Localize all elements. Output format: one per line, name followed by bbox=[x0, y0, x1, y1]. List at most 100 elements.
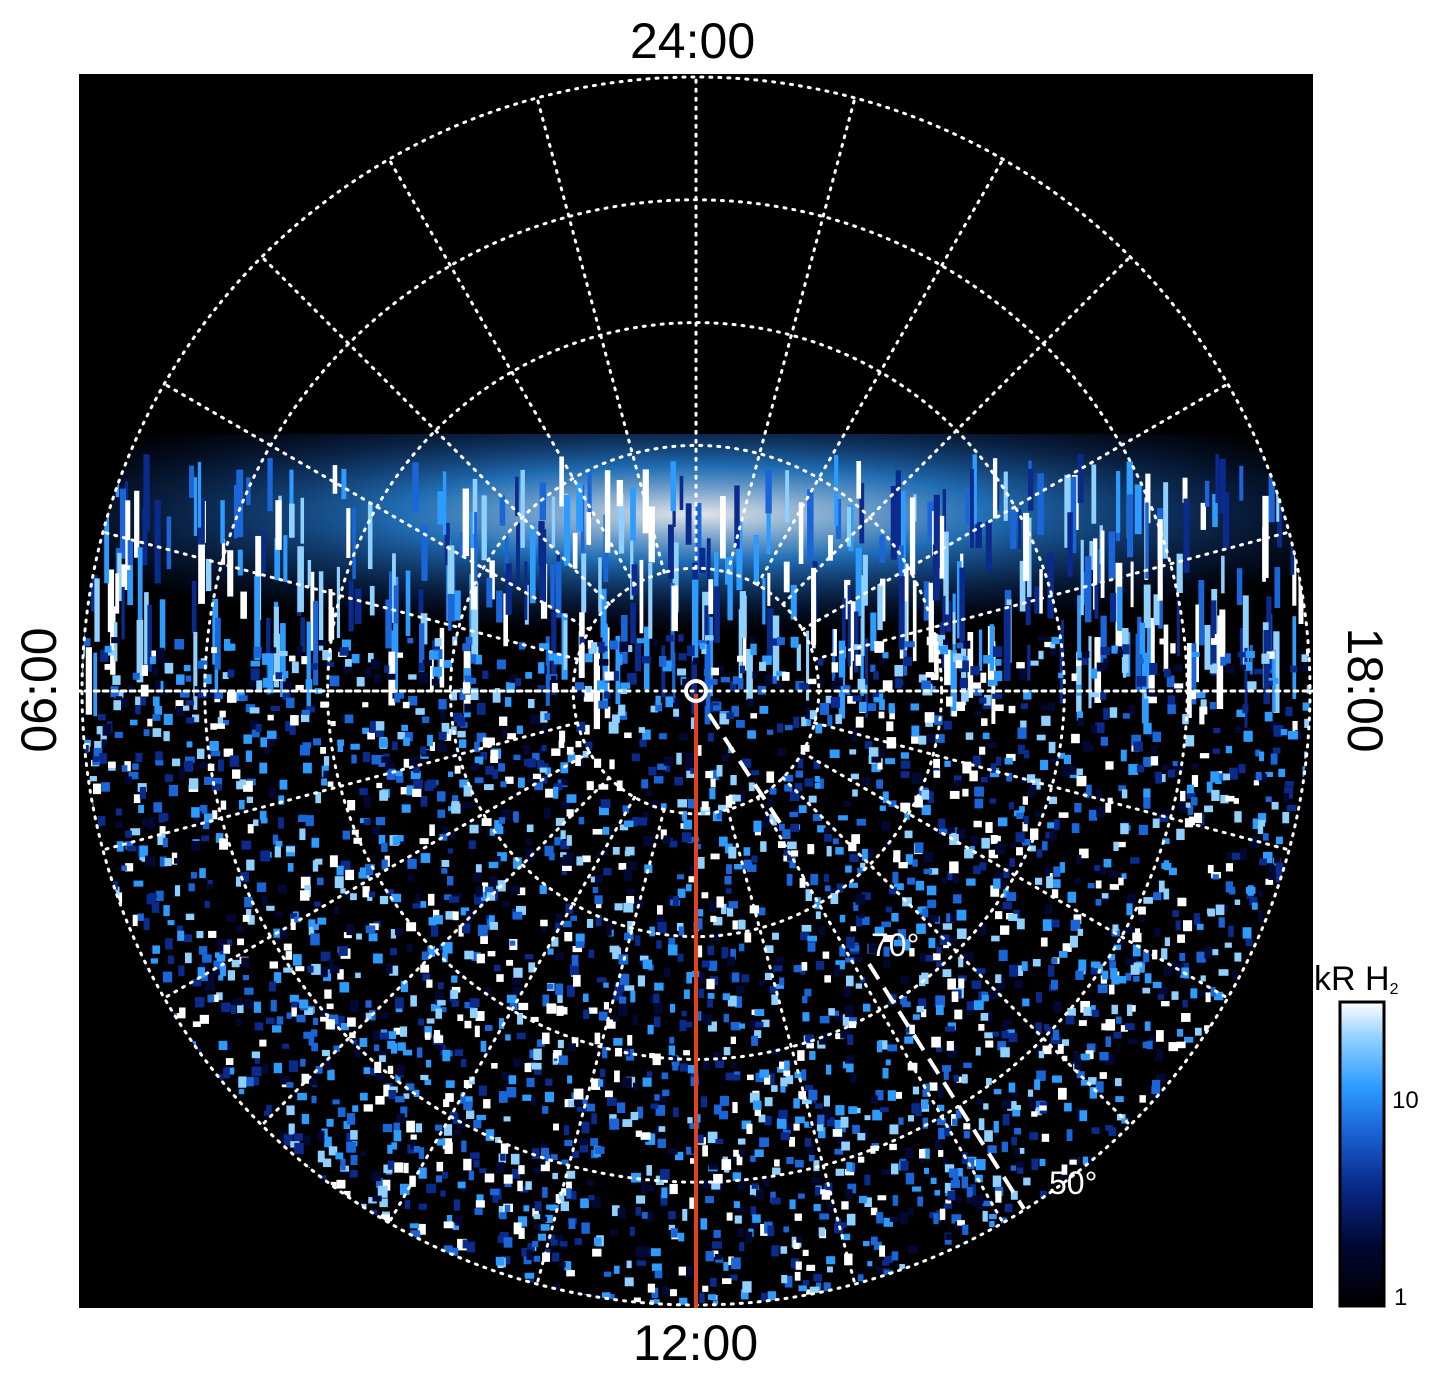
emission-streak bbox=[516, 522, 520, 587]
emission-pixel bbox=[930, 672, 939, 681]
emission-pixel bbox=[1009, 964, 1019, 977]
emission-pixel bbox=[725, 888, 732, 894]
emission-pixel bbox=[889, 1216, 899, 1222]
emission-pixel bbox=[1090, 968, 1098, 975]
emission-pixel bbox=[661, 1187, 668, 1199]
emission-pixel bbox=[992, 693, 1003, 699]
emission-pixel bbox=[422, 659, 432, 667]
emission-pixel bbox=[1082, 1156, 1092, 1165]
emission-pixel bbox=[847, 1034, 854, 1046]
emission-pixel bbox=[379, 790, 389, 801]
emission-pixel bbox=[299, 828, 306, 841]
emission-pixel bbox=[1122, 644, 1130, 655]
emission-pixel bbox=[1005, 1019, 1012, 1026]
emission-pixel bbox=[333, 1045, 341, 1052]
emission-pixel bbox=[300, 890, 310, 901]
emission-pixel bbox=[1290, 665, 1298, 673]
emission-pixel bbox=[578, 817, 585, 825]
emission-pixel bbox=[412, 788, 422, 797]
emission-pixel bbox=[363, 818, 371, 826]
emission-pixel bbox=[815, 723, 823, 734]
emission-pixel bbox=[776, 671, 787, 677]
emission-pixel bbox=[997, 817, 1008, 827]
emission-pixel bbox=[1096, 662, 1105, 672]
emission-pixel bbox=[760, 841, 767, 852]
emission-streak bbox=[240, 591, 247, 619]
emission-pixel bbox=[650, 1103, 659, 1109]
emission-pixel bbox=[955, 1109, 962, 1119]
emission-pixel bbox=[739, 1149, 746, 1157]
emission-pixel bbox=[1273, 725, 1284, 737]
emission-pixel bbox=[313, 738, 322, 746]
emission-pixel bbox=[395, 1096, 405, 1103]
emission-pixel bbox=[784, 725, 793, 731]
emission-streak bbox=[1195, 604, 1199, 683]
emission-pixel bbox=[125, 841, 134, 850]
emission-pixel bbox=[780, 1077, 788, 1087]
emission-streak bbox=[1080, 539, 1084, 616]
emission-pixel bbox=[338, 946, 348, 956]
emission-pixel bbox=[841, 1201, 849, 1210]
emission-pixel bbox=[1095, 880, 1102, 889]
local-time-meridian bbox=[162, 750, 592, 1000]
emission-pixel bbox=[1103, 658, 1109, 670]
emission-pixel bbox=[1000, 1047, 1010, 1058]
emission-streak bbox=[956, 561, 962, 639]
emission-pixel bbox=[1149, 692, 1157, 701]
emission-pixel bbox=[375, 817, 386, 826]
emission-pixel bbox=[197, 967, 205, 978]
emission-pixel bbox=[392, 741, 398, 751]
emission-pixel bbox=[129, 719, 138, 726]
emission-pixel bbox=[184, 756, 195, 763]
emission-streak bbox=[762, 577, 766, 625]
emission-pixel bbox=[274, 846, 281, 858]
emission-pixel bbox=[612, 947, 621, 960]
emission-pixel bbox=[522, 1094, 532, 1101]
emission-pixel bbox=[625, 846, 635, 856]
emission-pixel bbox=[804, 1138, 812, 1147]
emission-pixel bbox=[892, 871, 899, 884]
emission-pixel bbox=[396, 1064, 405, 1076]
emission-pixel bbox=[359, 867, 369, 875]
emission-pixel bbox=[687, 798, 696, 809]
emission-streak bbox=[1100, 530, 1105, 598]
emission-pixel bbox=[443, 1221, 454, 1229]
emission-pixel bbox=[759, 821, 768, 829]
emission-pixel bbox=[500, 781, 507, 788]
emission-pixel bbox=[925, 1171, 931, 1178]
emission-pixel bbox=[152, 666, 159, 676]
emission-pixel bbox=[468, 1170, 474, 1181]
emission-streak bbox=[275, 500, 282, 550]
emission-pixel bbox=[576, 856, 584, 866]
emission-streak bbox=[630, 602, 636, 644]
emission-pixel bbox=[250, 660, 261, 667]
emission-pixel bbox=[1015, 832, 1025, 843]
emission-pixel bbox=[245, 908, 252, 916]
emission-pixel bbox=[882, 1067, 889, 1079]
emission-pixel bbox=[821, 1109, 831, 1120]
emission-pixel bbox=[494, 856, 501, 865]
emission-pixel bbox=[1028, 1098, 1036, 1109]
emission-pixel bbox=[876, 1212, 884, 1224]
emission-pixel bbox=[437, 1000, 446, 1006]
emission-pixel bbox=[1039, 1105, 1047, 1111]
emission-streak bbox=[766, 507, 771, 555]
emission-pixel bbox=[957, 975, 967, 982]
emission-pixel bbox=[679, 1019, 687, 1032]
emission-pixel bbox=[270, 705, 281, 712]
emission-pixel bbox=[152, 945, 160, 954]
emission-pixel bbox=[365, 865, 374, 876]
pole-marker bbox=[684, 679, 708, 703]
emission-pixel bbox=[1009, 858, 1015, 867]
emission-pixel bbox=[544, 845, 554, 857]
emission-pixel bbox=[474, 894, 484, 905]
emission-pixel bbox=[219, 710, 226, 718]
emission-pixel bbox=[449, 896, 459, 903]
emission-pixel bbox=[799, 877, 806, 888]
emission-pixel bbox=[556, 1005, 564, 1016]
emission-pixel bbox=[541, 724, 547, 735]
emission-pixel bbox=[206, 883, 213, 889]
emission-pixel bbox=[771, 1085, 778, 1092]
emission-pixel bbox=[1300, 664, 1310, 672]
emission-pixel bbox=[990, 763, 997, 774]
